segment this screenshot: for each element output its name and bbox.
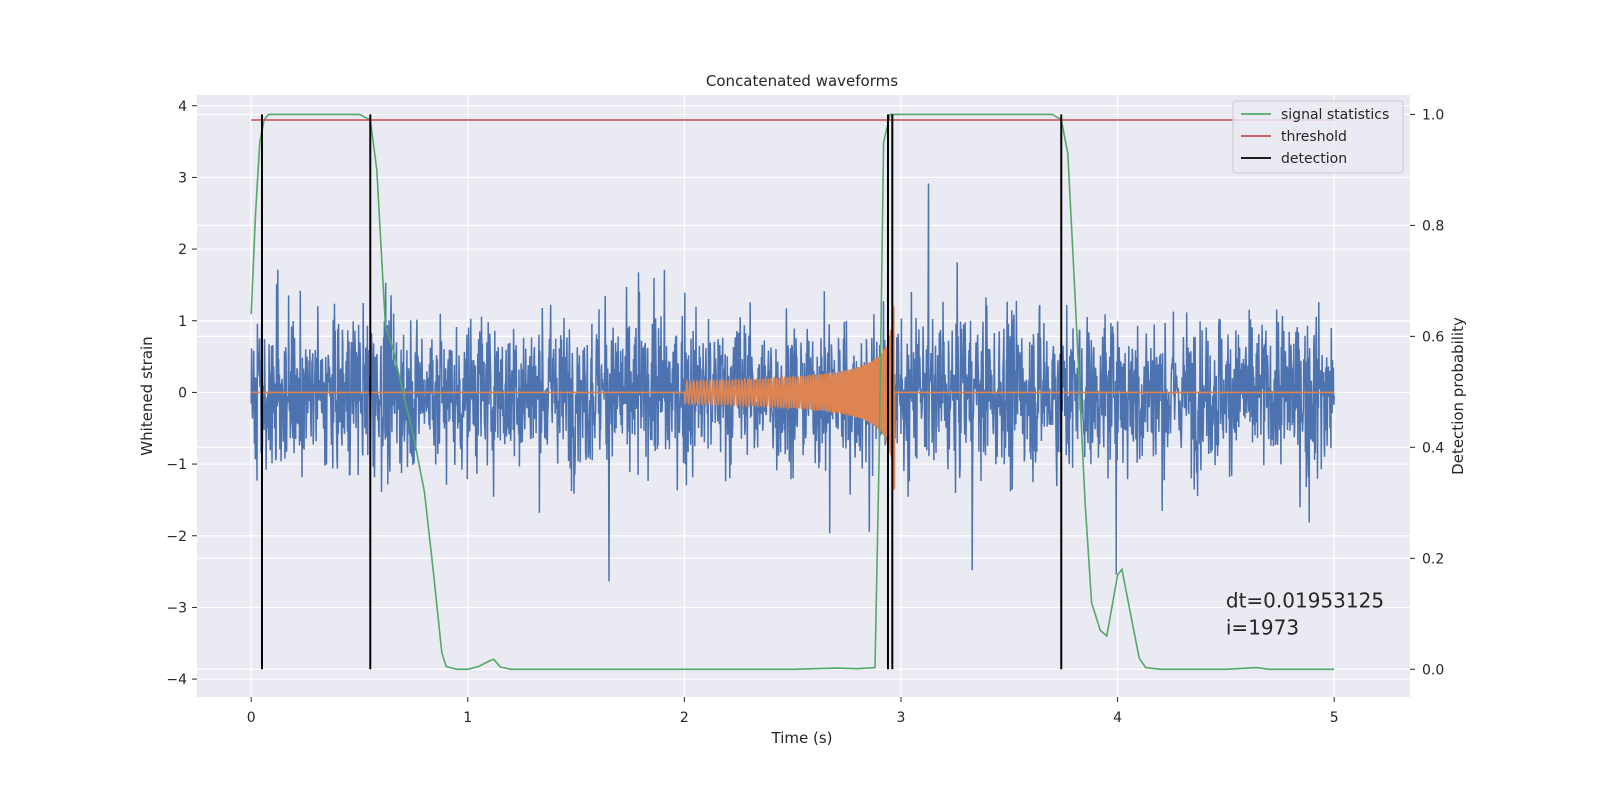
y-tick-label: 4: [178, 99, 187, 115]
y-right-tick-label: 0.0: [1422, 662, 1444, 678]
y-right-tick-label: 0.2: [1422, 551, 1444, 567]
y-tick-label: −3: [166, 600, 187, 616]
y-right-tick-label: 1.0: [1422, 107, 1444, 123]
y-right-tick-label: 0.8: [1422, 218, 1444, 234]
plot-series: [250, 113, 1335, 671]
annotation-text: dt=0.01953125: [1226, 588, 1384, 612]
legend-box: [1232, 100, 1404, 174]
y-tick-label: 0: [178, 385, 187, 401]
y-tick-label: 3: [178, 170, 187, 186]
y-axis-label: Whitened strain: [138, 336, 156, 455]
y-tick-label: 1: [178, 314, 187, 330]
x-tick-label: 5: [1330, 710, 1339, 726]
x-tick-label: 0: [247, 710, 256, 726]
legend: signal statistics threshold detection: [1232, 100, 1404, 174]
x-tick-label: 2: [680, 710, 689, 726]
legend-label: detection: [1281, 151, 1347, 167]
chart-title: Concatenated waveforms: [706, 72, 898, 90]
y-tick-label: −2: [166, 529, 187, 545]
x-tick-label: 1: [463, 710, 472, 726]
y-tick-label: −1: [166, 457, 187, 473]
y-axis-right-label: Detection probability: [1449, 317, 1467, 475]
signal-statistics-line: [250, 113, 1335, 671]
y-right-tick-label: 0.4: [1422, 440, 1444, 456]
annotation-text: i=1973: [1226, 615, 1299, 639]
x-tick-label: 3: [897, 710, 906, 726]
legend-label: signal statistics: [1281, 107, 1389, 123]
legend-label: threshold: [1281, 129, 1347, 145]
y-tick-label: 2: [178, 242, 187, 258]
noise-series: [250, 183, 1335, 582]
y-right-tick-label: 0.6: [1422, 329, 1444, 345]
chirp-series: [251, 306, 1335, 490]
y-tick-label: −4: [166, 672, 187, 688]
x-tick-label: 4: [1113, 710, 1122, 726]
x-axis-label: Time (s): [771, 729, 833, 747]
